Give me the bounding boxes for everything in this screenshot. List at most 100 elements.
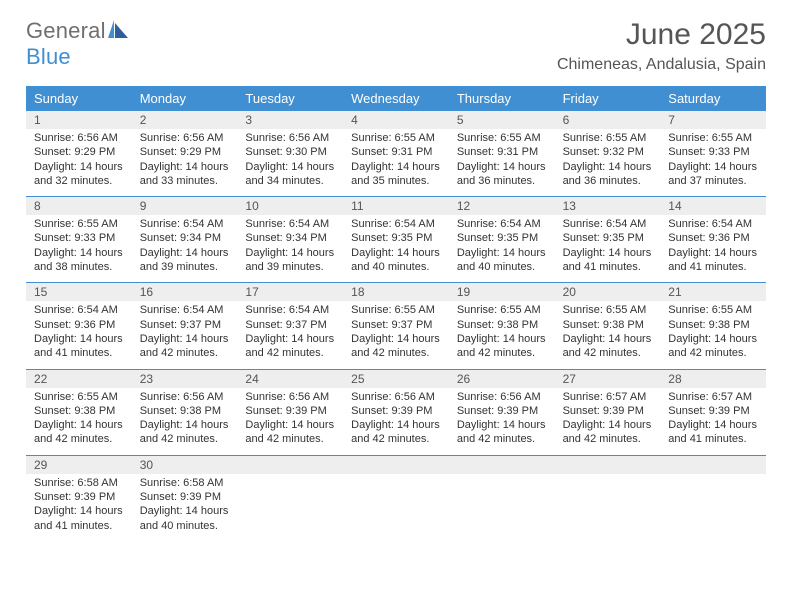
sunrise-text: Sunrise: 6:54 AM xyxy=(351,217,441,231)
sunset-text: Sunset: 9:35 PM xyxy=(563,231,653,245)
daylight-text: Daylight: 14 hours and 42 minutes. xyxy=(457,332,547,361)
day-cell: Sunrise: 6:54 AMSunset: 9:36 PMDaylight:… xyxy=(26,301,132,368)
sunrise-text: Sunrise: 6:58 AM xyxy=(34,476,124,490)
sunset-text: Sunset: 9:39 PM xyxy=(245,404,335,418)
daylight-text: Daylight: 14 hours and 37 minutes. xyxy=(668,160,758,189)
day-cell: Sunrise: 6:57 AMSunset: 9:39 PMDaylight:… xyxy=(555,388,661,455)
sunrise-text: Sunrise: 6:55 AM xyxy=(34,390,124,404)
calendar: SundayMondayTuesdayWednesdayThursdayFrid… xyxy=(26,86,766,541)
day-cell: Sunrise: 6:55 AMSunset: 9:33 PMDaylight:… xyxy=(660,129,766,196)
day-cell xyxy=(660,474,766,541)
weekday-header-cell: Friday xyxy=(555,86,661,111)
calendar-body: 1234567Sunrise: 6:56 AMSunset: 9:29 PMDa… xyxy=(26,111,766,541)
day-number: 13 xyxy=(555,197,661,215)
daylight-text: Daylight: 14 hours and 42 minutes. xyxy=(563,418,653,447)
sunrise-text: Sunrise: 6:55 AM xyxy=(668,303,758,317)
daylight-text: Daylight: 14 hours and 42 minutes. xyxy=(351,418,441,447)
daylight-text: Daylight: 14 hours and 34 minutes. xyxy=(245,160,335,189)
day-cell: Sunrise: 6:57 AMSunset: 9:39 PMDaylight:… xyxy=(660,388,766,455)
sunrise-text: Sunrise: 6:57 AM xyxy=(668,390,758,404)
sunset-text: Sunset: 9:33 PM xyxy=(668,145,758,159)
daylight-text: Daylight: 14 hours and 42 minutes. xyxy=(245,418,335,447)
sunset-text: Sunset: 9:38 PM xyxy=(457,318,547,332)
daylight-text: Daylight: 14 hours and 39 minutes. xyxy=(245,246,335,275)
day-number: 16 xyxy=(132,283,238,301)
day-number xyxy=(449,456,555,474)
weekday-header-cell: Sunday xyxy=(26,86,132,111)
sunrise-text: Sunrise: 6:56 AM xyxy=(351,390,441,404)
weekday-header-cell: Saturday xyxy=(660,86,766,111)
sunrise-text: Sunrise: 6:56 AM xyxy=(140,131,230,145)
sunrise-text: Sunrise: 6:55 AM xyxy=(351,303,441,317)
daylight-text: Daylight: 14 hours and 32 minutes. xyxy=(34,160,124,189)
day-cell: Sunrise: 6:55 AMSunset: 9:33 PMDaylight:… xyxy=(26,215,132,282)
daylight-text: Daylight: 14 hours and 33 minutes. xyxy=(140,160,230,189)
day-number xyxy=(237,456,343,474)
sunrise-text: Sunrise: 6:58 AM xyxy=(140,476,230,490)
sunset-text: Sunset: 9:38 PM xyxy=(140,404,230,418)
day-number: 15 xyxy=(26,283,132,301)
day-number xyxy=(343,456,449,474)
sunset-text: Sunset: 9:29 PM xyxy=(140,145,230,159)
day-number-row: 15161718192021 xyxy=(26,283,766,301)
day-number xyxy=(660,456,766,474)
sunrise-text: Sunrise: 6:54 AM xyxy=(140,217,230,231)
day-number: 25 xyxy=(343,370,449,388)
day-cell: Sunrise: 6:54 AMSunset: 9:37 PMDaylight:… xyxy=(132,301,238,368)
logo-text-general: General xyxy=(26,18,106,43)
day-cell: Sunrise: 6:56 AMSunset: 9:38 PMDaylight:… xyxy=(132,388,238,455)
day-number: 10 xyxy=(237,197,343,215)
daylight-text: Daylight: 14 hours and 42 minutes. xyxy=(140,332,230,361)
day-number: 28 xyxy=(660,370,766,388)
sunset-text: Sunset: 9:39 PM xyxy=(668,404,758,418)
sunset-text: Sunset: 9:39 PM xyxy=(457,404,547,418)
day-cell: Sunrise: 6:54 AMSunset: 9:34 PMDaylight:… xyxy=(132,215,238,282)
day-cell xyxy=(343,474,449,541)
day-cell: Sunrise: 6:56 AMSunset: 9:30 PMDaylight:… xyxy=(237,129,343,196)
sunrise-text: Sunrise: 6:54 AM xyxy=(245,217,335,231)
logo-text-blue: Blue xyxy=(26,44,71,69)
day-cell: Sunrise: 6:54 AMSunset: 9:34 PMDaylight:… xyxy=(237,215,343,282)
sunset-text: Sunset: 9:30 PM xyxy=(245,145,335,159)
day-cell: Sunrise: 6:55 AMSunset: 9:31 PMDaylight:… xyxy=(343,129,449,196)
day-cell: Sunrise: 6:55 AMSunset: 9:32 PMDaylight:… xyxy=(555,129,661,196)
day-number: 29 xyxy=(26,456,132,474)
sunset-text: Sunset: 9:38 PM xyxy=(563,318,653,332)
week-row: Sunrise: 6:55 AMSunset: 9:33 PMDaylight:… xyxy=(26,215,766,283)
sunset-text: Sunset: 9:34 PM xyxy=(140,231,230,245)
week-row: Sunrise: 6:56 AMSunset: 9:29 PMDaylight:… xyxy=(26,129,766,197)
day-number: 27 xyxy=(555,370,661,388)
sunset-text: Sunset: 9:37 PM xyxy=(245,318,335,332)
sunrise-text: Sunrise: 6:56 AM xyxy=(140,390,230,404)
day-number: 2 xyxy=(132,111,238,129)
day-cell: Sunrise: 6:54 AMSunset: 9:35 PMDaylight:… xyxy=(343,215,449,282)
day-cell: Sunrise: 6:54 AMSunset: 9:35 PMDaylight:… xyxy=(449,215,555,282)
day-cell xyxy=(237,474,343,541)
day-number: 22 xyxy=(26,370,132,388)
sunset-text: Sunset: 9:39 PM xyxy=(140,490,230,504)
day-number: 18 xyxy=(343,283,449,301)
day-number: 17 xyxy=(237,283,343,301)
daylight-text: Daylight: 14 hours and 42 minutes. xyxy=(563,332,653,361)
sunset-text: Sunset: 9:34 PM xyxy=(245,231,335,245)
day-cell: Sunrise: 6:56 AMSunset: 9:39 PMDaylight:… xyxy=(343,388,449,455)
daylight-text: Daylight: 14 hours and 42 minutes. xyxy=(140,418,230,447)
daylight-text: Daylight: 14 hours and 36 minutes. xyxy=(563,160,653,189)
brand-logo: General Blue xyxy=(26,18,130,70)
daylight-text: Daylight: 14 hours and 41 minutes. xyxy=(668,246,758,275)
day-cell: Sunrise: 6:54 AMSunset: 9:36 PMDaylight:… xyxy=(660,215,766,282)
sunset-text: Sunset: 9:31 PM xyxy=(351,145,441,159)
weekday-header-row: SundayMondayTuesdayWednesdayThursdayFrid… xyxy=(26,86,766,111)
day-cell: Sunrise: 6:56 AMSunset: 9:29 PMDaylight:… xyxy=(26,129,132,196)
day-number: 12 xyxy=(449,197,555,215)
daylight-text: Daylight: 14 hours and 42 minutes. xyxy=(668,332,758,361)
day-cell: Sunrise: 6:54 AMSunset: 9:35 PMDaylight:… xyxy=(555,215,661,282)
day-cell: Sunrise: 6:55 AMSunset: 9:37 PMDaylight:… xyxy=(343,301,449,368)
day-cell: Sunrise: 6:54 AMSunset: 9:37 PMDaylight:… xyxy=(237,301,343,368)
week-row: Sunrise: 6:54 AMSunset: 9:36 PMDaylight:… xyxy=(26,301,766,369)
sunrise-text: Sunrise: 6:54 AM xyxy=(457,217,547,231)
day-number: 9 xyxy=(132,197,238,215)
day-number xyxy=(555,456,661,474)
weekday-header-cell: Thursday xyxy=(449,86,555,111)
sunset-text: Sunset: 9:36 PM xyxy=(34,318,124,332)
